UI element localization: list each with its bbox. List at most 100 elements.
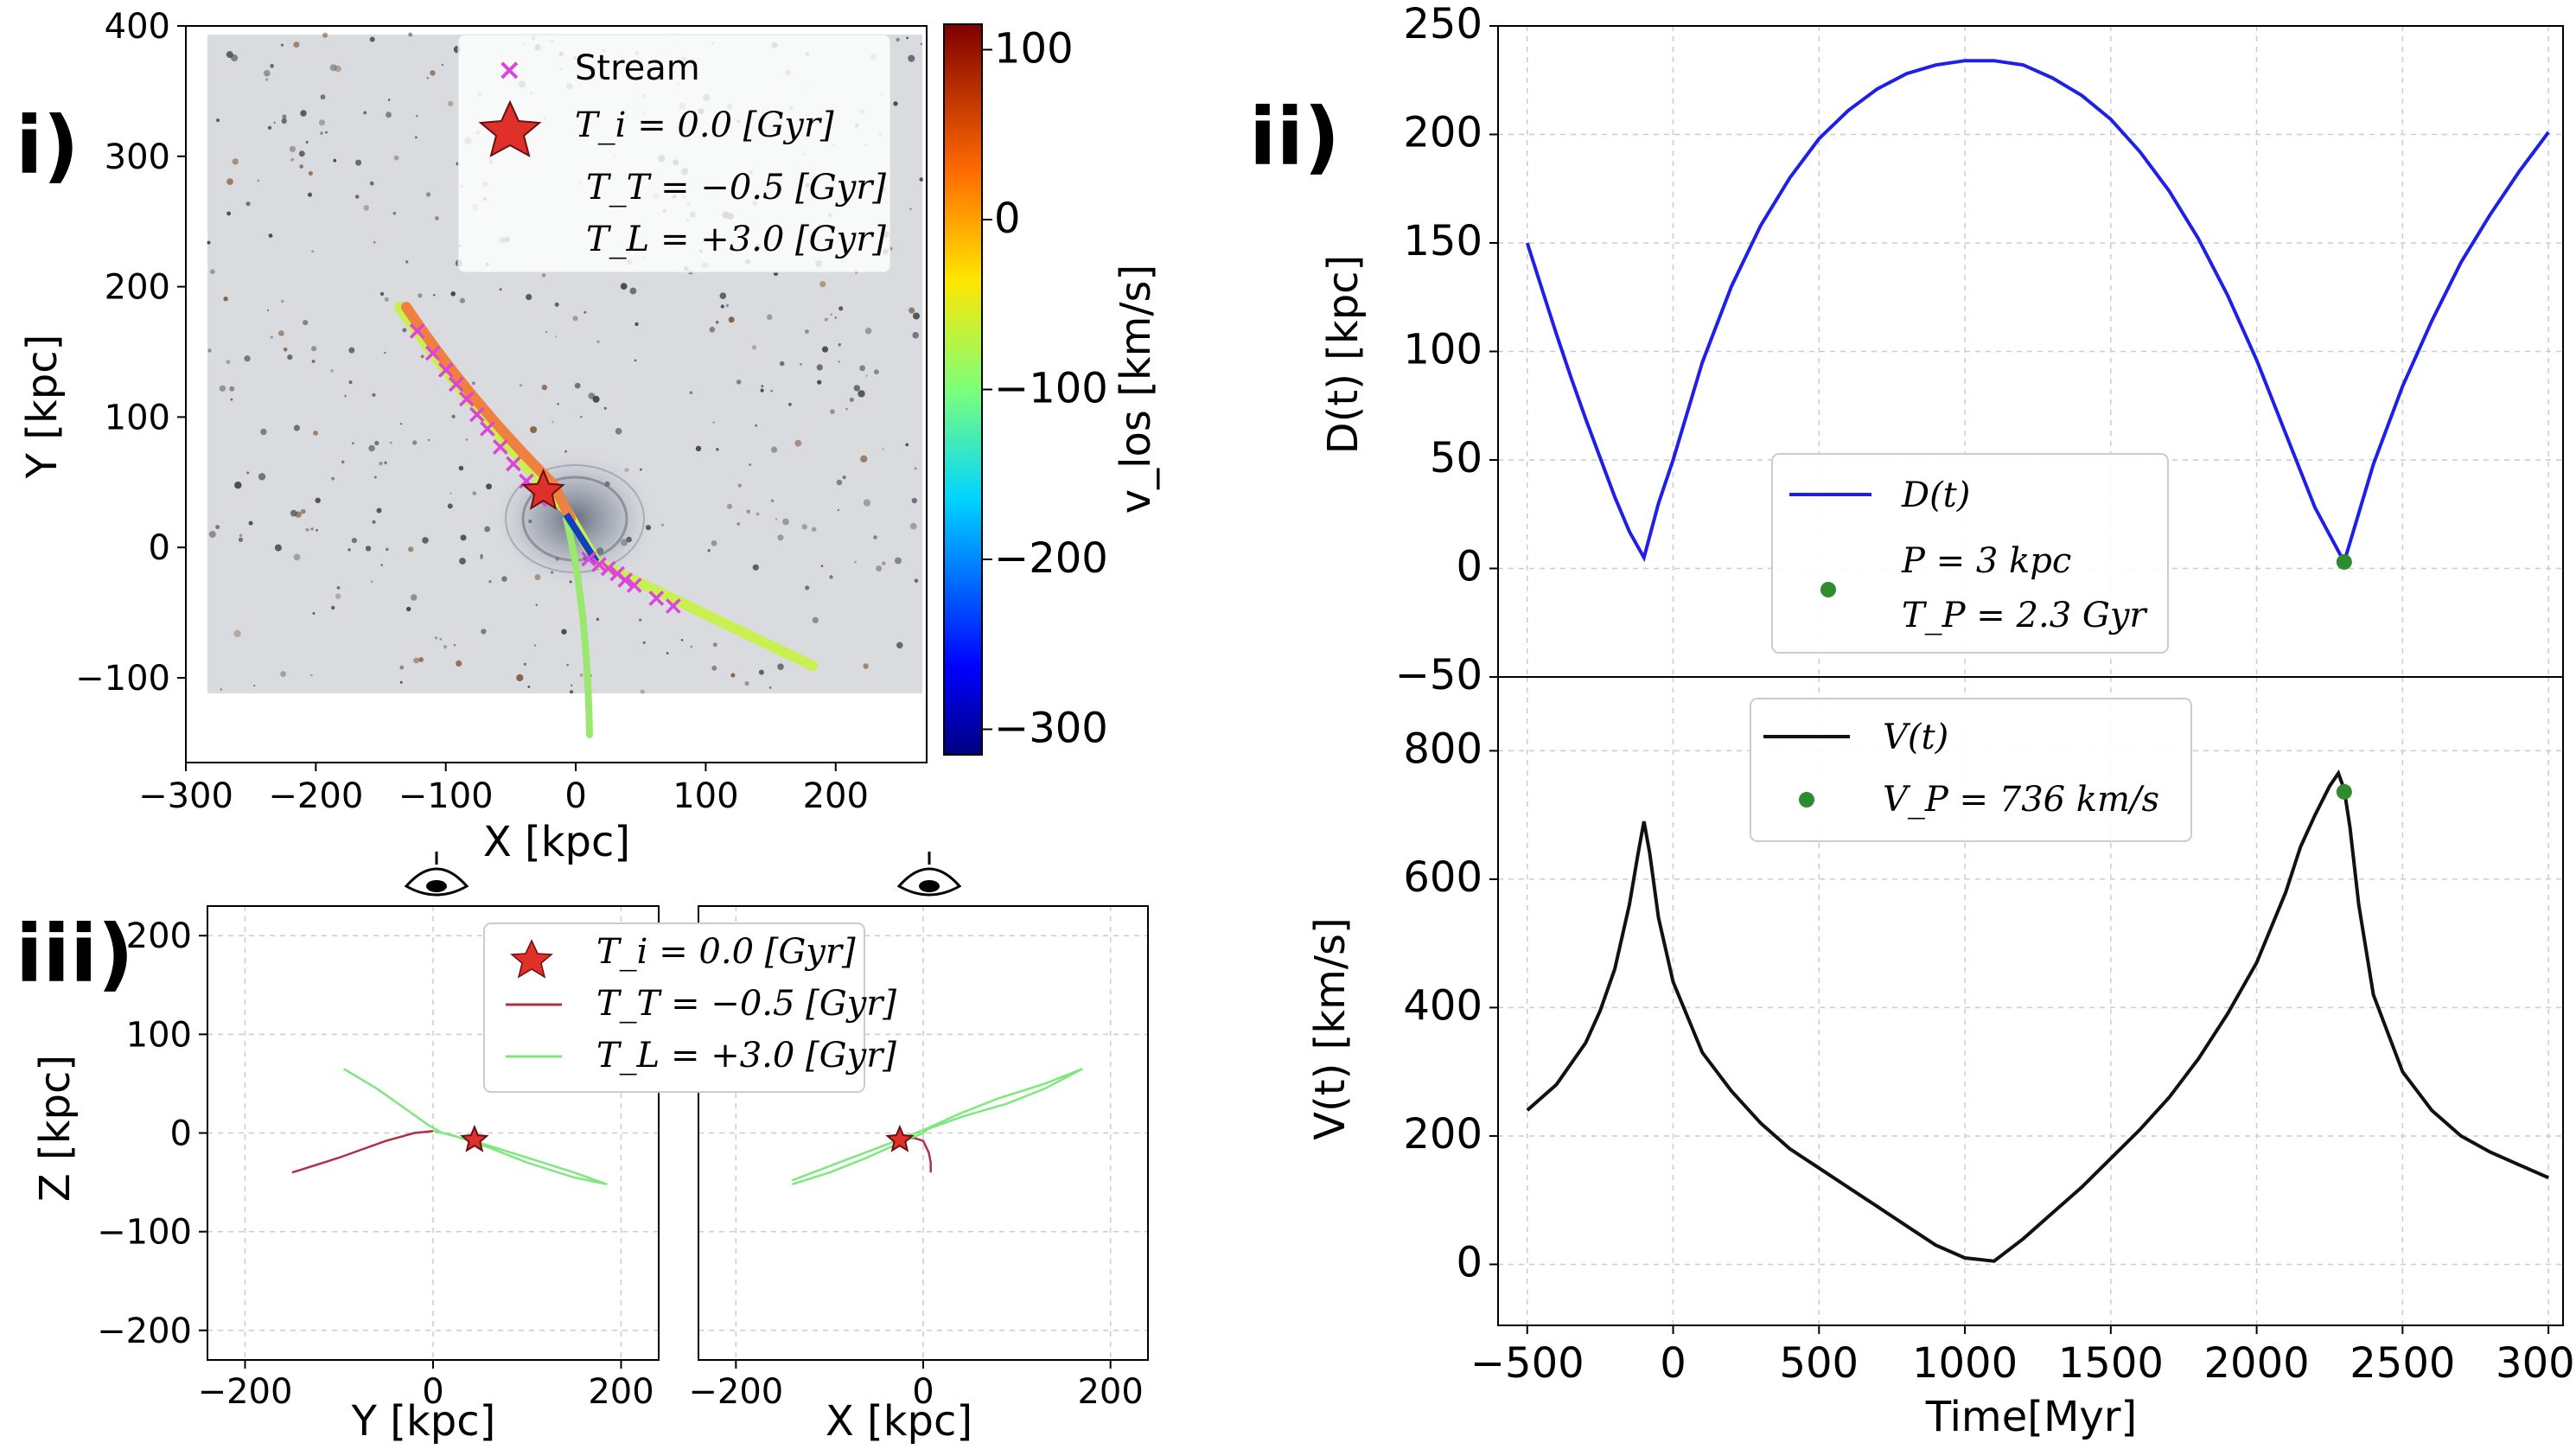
sky-star: [893, 101, 898, 106]
y-tick-label: 200: [105, 268, 170, 308]
sky-star: [387, 99, 391, 101]
stream-point: ×: [589, 549, 610, 579]
sky-star: [425, 192, 431, 197]
sky-star: [695, 445, 702, 451]
sky-star: [280, 43, 284, 47]
sky-star: [289, 145, 296, 152]
sky-star: [805, 585, 810, 590]
stream-point: ×: [466, 399, 488, 430]
y-tick-label: 150: [1403, 217, 1482, 265]
panel-i-legend: [457, 34, 891, 273]
sky-star: [320, 131, 323, 136]
y-tick-label: 200: [126, 916, 192, 956]
sky-star: [374, 440, 379, 446]
sky-star: [615, 428, 622, 435]
sky-star: [434, 636, 437, 640]
sky-star: [308, 170, 313, 176]
sky-star: [666, 652, 669, 654]
sky-star: [752, 564, 759, 571]
sky-star: [379, 462, 383, 466]
sky-star: [281, 299, 284, 303]
sky-star: [541, 384, 547, 391]
sky-star: [443, 645, 448, 649]
sky-star: [566, 663, 570, 667]
panel-iii-left-ylabel: Z [kpc]: [31, 1055, 80, 1202]
sky-star: [348, 380, 353, 385]
sky-star: [287, 354, 293, 361]
sky-star: [913, 312, 920, 320]
sky-star: [858, 390, 865, 398]
sky-star: [354, 195, 360, 199]
sky-star: [290, 509, 297, 517]
sky-star: [527, 685, 531, 688]
x-tick-label: 2500: [2350, 1339, 2455, 1388]
sky-star: [369, 36, 375, 42]
sky-star: [711, 539, 717, 546]
panel-ii-xlabel: Time[Myr]: [1925, 1393, 2137, 1441]
sky-star: [348, 347, 355, 354]
y-tick-label: 100: [126, 1015, 192, 1055]
sky-star: [331, 605, 335, 610]
sky-star: [634, 322, 639, 327]
sky-star: [744, 680, 749, 686]
sky-star: [432, 294, 436, 297]
sky-star: [369, 181, 374, 186]
sky-star: [554, 335, 557, 338]
sky-star: [365, 546, 372, 552]
sky-star: [727, 503, 732, 509]
sky-star: [639, 618, 642, 622]
x-tick-label: −200: [688, 1372, 783, 1412]
x-tick-label: −200: [268, 776, 363, 816]
sky-star: [526, 294, 532, 301]
stream-point: ×: [578, 544, 600, 574]
sky-star: [472, 381, 475, 386]
sky-star: [894, 557, 902, 565]
sky-star: [305, 527, 309, 532]
sky-star: [341, 460, 345, 464]
x-tick-label: 3000: [2496, 1339, 2576, 1388]
sky-star: [270, 335, 273, 339]
sky-star: [315, 497, 321, 503]
sky-star: [830, 409, 835, 414]
stream-markers: ×××××××××××××××××××: [406, 316, 684, 621]
colorbar-tick-label: −200: [994, 534, 1108, 583]
legend-v-label: V(t): [1883, 718, 1948, 757]
x-tick-label: −100: [399, 776, 494, 816]
sky-star: [712, 421, 715, 424]
sky-star: [640, 689, 645, 694]
sky-star: [402, 328, 407, 333]
panel-i-xlabel: X [kpc]: [483, 818, 630, 866]
sky-star: [311, 346, 317, 352]
sky-star: [223, 297, 228, 302]
sky-star: [406, 606, 411, 612]
sky-star: [760, 388, 764, 393]
sky-star: [408, 546, 414, 552]
sky-star: [209, 269, 215, 275]
sky-star: [533, 644, 537, 647]
sky-star: [311, 250, 314, 253]
panel-iii-right-plot: −200 0 200 X [kpc]: [688, 905, 1149, 1446]
sky-star: [837, 508, 839, 512]
sky-star: [230, 398, 233, 401]
y-tick-label: 100: [105, 398, 170, 437]
sky-star: [451, 414, 456, 418]
sky-star: [830, 313, 832, 316]
sky-star: [207, 348, 212, 353]
sky-star: [596, 340, 600, 343]
legend-stream-label: Stream: [575, 48, 700, 88]
sky-star: [400, 423, 402, 425]
sky-star: [480, 556, 483, 559]
sky-star: [863, 499, 871, 507]
sky-star: [274, 544, 282, 552]
sky-star: [268, 233, 273, 238]
sky-star: [629, 287, 637, 295]
sky-star: [642, 641, 646, 644]
sky-star: [300, 508, 306, 514]
panel-ii-bottom-ylabel: V(t) [km/s]: [1306, 917, 1355, 1140]
sky-star: [312, 612, 316, 615]
sky-star: [363, 205, 370, 211]
panel-i-plot: ××××××××××××××××××× × Stream T_i = 0.0 […: [18, 7, 928, 866]
sky-star: [266, 309, 269, 311]
y-tick-label: −50: [1395, 651, 1482, 699]
